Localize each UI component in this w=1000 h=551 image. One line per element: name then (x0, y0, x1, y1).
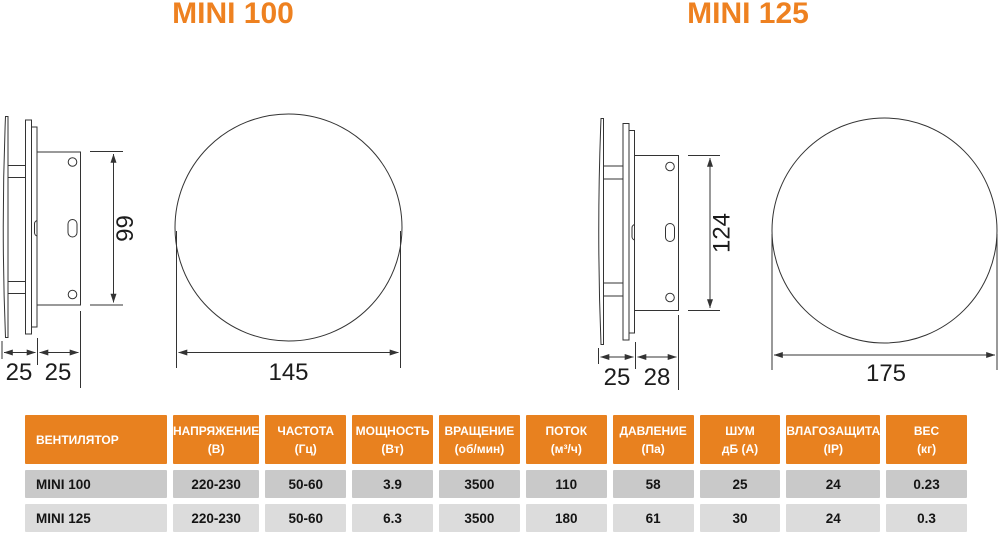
spec-cell-frequency: 50-60 (265, 470, 347, 498)
spec-cell-voltage: 220-230 (173, 470, 260, 498)
spec-cell-power: 3.9 (352, 470, 433, 498)
dimension-label-height: 124 (709, 213, 736, 253)
front-panel-profile (2, 116, 9, 338)
mini-100-side-view: 99 25 25 (1, 116, 139, 388)
spec-cell-pressure: 61 (612, 504, 694, 532)
spec-cell-pressure: 58 (612, 470, 694, 498)
dimension-label-height: 99 (112, 215, 139, 242)
spec-cell-rotation: 3500 (438, 470, 520, 498)
spec-cell-frequency: 50-60 (265, 504, 347, 532)
col-header-frequency: ЧАСТОТА (Гц) (265, 415, 347, 464)
spec-cell-power: 6.3 (352, 504, 433, 532)
row-mini-125-name: MINI 125 (25, 504, 167, 532)
col-header-unit: (Гц) (294, 441, 317, 456)
dimension-label-diameter: 145 (268, 359, 308, 386)
spec-cell-rotation: 3500 (438, 504, 520, 532)
col-header-weight: ВЕС (кг) (886, 415, 967, 464)
row-mini-100-name: MINI 100 (25, 470, 167, 498)
col-header-unit: дБ (А) (721, 441, 759, 456)
col-header-moisture-protection: ВЛАГОЗАЩИТА (IP) (786, 415, 881, 464)
spec-cell-airflow: 110 (525, 470, 607, 498)
col-header-label: МОЩНОСТЬ (355, 423, 430, 438)
mounting-hole-bottom (67, 289, 78, 300)
spec-cell-moisture-protection: 24 (786, 504, 881, 532)
spec-cell-voltage: 220-230 (173, 504, 260, 532)
col-header-airflow: ПОТОК (м³/ч) (525, 415, 607, 464)
col-header-label: ЧАСТОТА (277, 423, 335, 438)
col-header-label: ДАВЛЕНИЕ (619, 423, 687, 438)
col-header-label: ВРАЩЕНИЕ (444, 423, 515, 438)
col-header-label: ШУМ (725, 423, 755, 438)
product-title-mini-125: MINI 125 (687, 0, 809, 30)
mounting-hole-top (67, 157, 78, 167)
front-cover-circle (174, 113, 403, 342)
front-panel-profile (598, 118, 604, 345)
col-header-rotation: ВРАЩЕНИЕ (об/мин) (438, 415, 520, 464)
col-header-label: НАПРЯЖЕНИЕ (173, 423, 260, 438)
technical-drawings: 99 25 25 145 (1, 113, 998, 391)
front-cover-circle (771, 117, 998, 344)
col-header-label: ПОТОК (545, 423, 588, 438)
mini-125-side-view: 124 25 28 (598, 118, 736, 391)
col-header-fan: ВЕНТИЛЯТОР (25, 415, 167, 464)
mounting-hole-bottom (665, 292, 675, 303)
dimension-label-depth-front: 25 (604, 364, 631, 391)
col-header-power: МОЩНОСТЬ (Вт) (352, 415, 433, 464)
mounting-slot (665, 223, 675, 242)
dimension-label-depth-body: 25 (45, 359, 72, 386)
col-header-noise: ШУМ дБ (А) (699, 415, 781, 464)
col-header-unit: (Вт) (381, 441, 404, 456)
col-header-pressure: ДАВЛЕНИЕ (Па) (612, 415, 694, 464)
col-header-label: ВЛАГОЗАЩИТА (786, 423, 881, 438)
col-header-label: ВЕНТИЛЯТОР (36, 432, 119, 447)
mini-125-front-view: 175 (771, 117, 998, 387)
spec-cell-weight: 0.23 (886, 470, 967, 498)
col-header-unit: (кг) (917, 441, 937, 456)
dimension-label-depth-front: 25 (6, 359, 33, 386)
spec-cell-noise: 30 (699, 504, 781, 532)
col-header-voltage: НАПРЯЖЕНИЕ (В) (173, 415, 260, 464)
panel-bar (622, 123, 630, 341)
col-header-label: ВЕС (913, 423, 940, 438)
product-title-mini-100: MINI 100 (172, 0, 294, 30)
spec-cell-airflow: 180 (525, 504, 607, 532)
dimension-label-depth-body: 28 (644, 364, 671, 391)
col-header-unit: (Па) (641, 441, 665, 456)
spec-cell-weight: 0.3 (886, 504, 967, 532)
mini-100-front-view: 145 (174, 113, 403, 386)
spec-cell-noise: 25 (699, 470, 781, 498)
mounting-slot (67, 219, 78, 238)
col-header-unit: (м³/ч) (550, 441, 582, 456)
spec-table: ВЕНТИЛЯТОР НАПРЯЖЕНИЕ (В) ЧАСТОТА (Гц) М… (25, 415, 967, 532)
col-header-unit: (IP) (823, 441, 843, 456)
col-header-unit: (В) (207, 441, 225, 456)
dimension-label-diameter: 175 (866, 360, 906, 387)
col-header-unit: (об/мин) (454, 441, 505, 456)
mounting-hole-top (665, 161, 675, 172)
panel-bar (25, 119, 32, 335)
spec-cell-moisture-protection: 24 (786, 470, 881, 498)
